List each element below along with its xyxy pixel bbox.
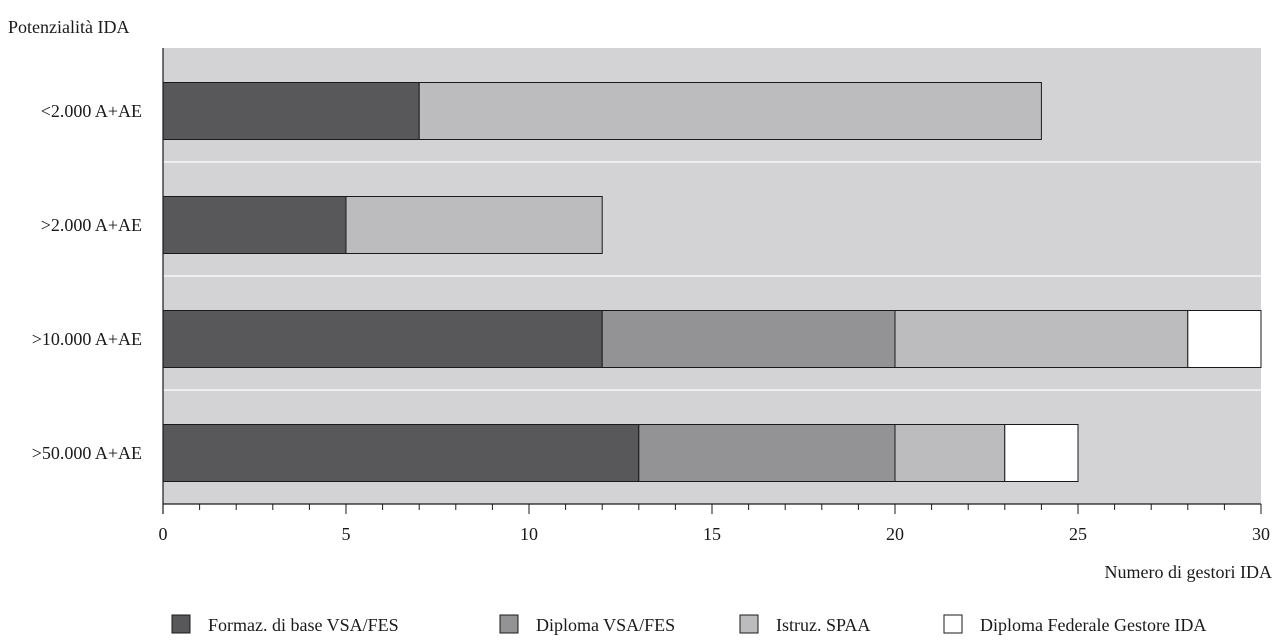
bar-segment bbox=[1187, 310, 1262, 368]
x-tick-label: 20 bbox=[886, 524, 904, 544]
bar-segment bbox=[162, 196, 347, 254]
legend-label: Istruz. SPAA bbox=[776, 615, 870, 635]
y-axis-title: Potenzialità IDA bbox=[8, 17, 129, 37]
x-tick-label: 0 bbox=[159, 524, 168, 544]
y-tick-label: >50.000 A+AE bbox=[32, 443, 142, 463]
category-separators bbox=[163, 161, 1261, 391]
bar-segment bbox=[162, 424, 640, 482]
legend-swatch bbox=[943, 614, 963, 634]
bar-segment bbox=[894, 424, 1006, 482]
x-axis-title: Numero di gestori IDA bbox=[1105, 562, 1272, 582]
x-tick-label: 15 bbox=[703, 524, 721, 544]
y-tick-label: <2.000 A+AE bbox=[41, 101, 142, 121]
bar-segment bbox=[345, 196, 603, 254]
y-tick-label: >2.000 A+AE bbox=[41, 215, 142, 235]
legend-swatch bbox=[499, 614, 519, 634]
bar-segment bbox=[894, 310, 1189, 368]
x-tick-label: 10 bbox=[520, 524, 538, 544]
bars-group bbox=[162, 82, 1262, 482]
y-axis-tick-labels: >50.000 A+AE >10.000 A+AE >2.000 A+AE <2.00… bbox=[32, 101, 142, 463]
legend-swatch bbox=[739, 614, 759, 634]
legend-swatch bbox=[171, 614, 191, 634]
bar-segment bbox=[418, 82, 1042, 140]
x-tick-label: 30 bbox=[1252, 524, 1270, 544]
bar-segment bbox=[601, 310, 896, 368]
x-tick-label: 5 bbox=[342, 524, 351, 544]
legend: Formaz. di base VSA/FES Diploma VSA/FES Is… bbox=[171, 614, 1206, 635]
legend-label: Diploma Federale Gestore IDA bbox=[980, 615, 1206, 635]
bar-segment bbox=[1004, 424, 1079, 482]
legend-label: Formaz. di base VSA/FES bbox=[208, 615, 399, 635]
bar-segment bbox=[162, 310, 603, 368]
legend-label: Diploma VSA/FES bbox=[536, 615, 675, 635]
x-tick-label: 25 bbox=[1069, 524, 1087, 544]
x-axis-ticks: 0 5 10 15 20 25 30 bbox=[159, 504, 1270, 544]
y-tick-label: >10.000 A+AE bbox=[32, 329, 142, 349]
bar-segment bbox=[638, 424, 896, 482]
bar-segment bbox=[162, 82, 420, 140]
